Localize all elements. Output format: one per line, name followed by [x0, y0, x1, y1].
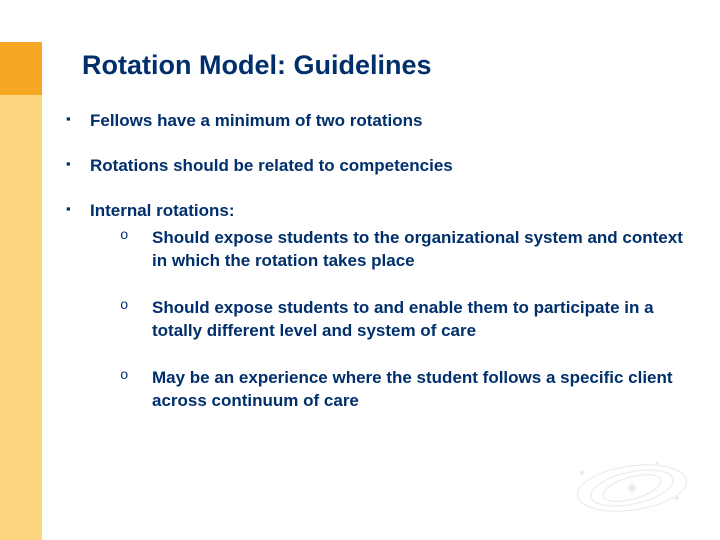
left-yellow-sidebar: [0, 95, 42, 540]
sub-bullet-item: May be an experience where the student f…: [90, 367, 690, 413]
sub-bullet-item: Should expose students to the organizati…: [90, 227, 690, 273]
main-bullet-list: Fellows have a minimum of two rotations …: [60, 110, 690, 412]
bullet-text: Rotations should be related to competenc…: [90, 156, 453, 175]
slide-content: Fellows have a minimum of two rotations …: [60, 110, 690, 520]
sub-bullet-list: Should expose students to the organizati…: [90, 227, 690, 413]
orange-accent-block: [0, 42, 42, 95]
bullet-text: Fellows have a minimum of two rotations: [90, 111, 423, 130]
bullet-item: Rotations should be related to competenc…: [60, 155, 690, 178]
sub-bullet-text: May be an experience where the student f…: [152, 368, 673, 410]
slide-title: Rotation Model: Guidelines: [82, 50, 432, 81]
sub-bullet-text: Should expose students to and enable the…: [152, 298, 654, 340]
top-white-bar: [0, 0, 720, 42]
bullet-text: Internal rotations:: [90, 201, 235, 220]
sub-bullet-item: Should expose students to and enable the…: [90, 297, 690, 343]
sub-bullet-text: Should expose students to the organizati…: [152, 228, 683, 270]
bullet-item: Fellows have a minimum of two rotations: [60, 110, 690, 133]
bullet-item: Internal rotations: Should expose studen…: [60, 200, 690, 413]
